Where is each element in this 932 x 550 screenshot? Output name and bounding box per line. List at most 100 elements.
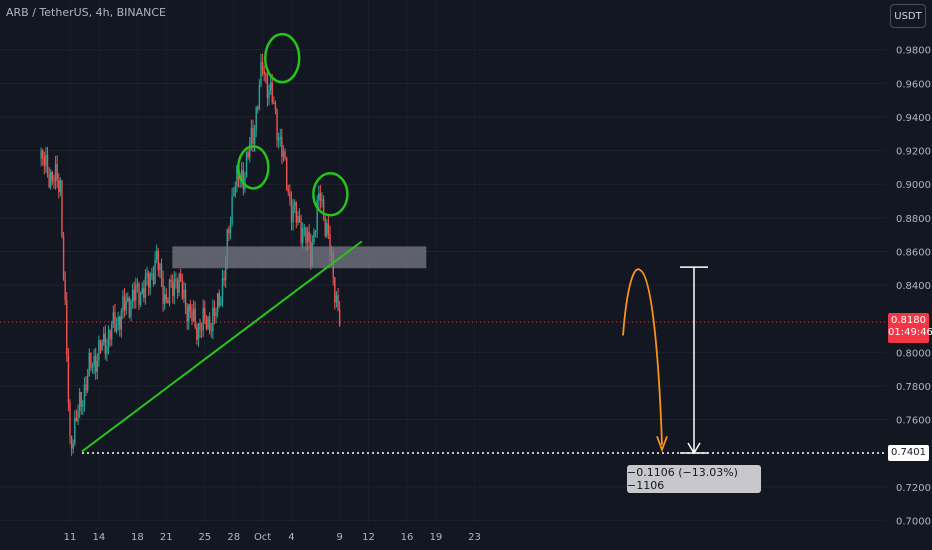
- candle-body: [165, 294, 167, 301]
- candle-body: [77, 411, 79, 421]
- candle-body: [269, 82, 272, 91]
- x-tick-label: 11: [64, 532, 77, 543]
- candle-body: [131, 289, 134, 302]
- candle-body: [196, 327, 198, 340]
- candle-body: [197, 323, 200, 340]
- y-tick-label: 0.9600: [896, 79, 931, 90]
- candle-body: [120, 311, 123, 330]
- candle-body: [268, 90, 270, 99]
- candle-body: [43, 157, 46, 167]
- candle-body: [202, 307, 204, 330]
- candle-body: [99, 340, 102, 351]
- candle-body: [221, 278, 224, 304]
- candle-body: [258, 85, 261, 110]
- candle-body: [276, 109, 278, 141]
- candle-body: [253, 130, 256, 144]
- candle-body: [220, 303, 222, 306]
- candle-body: [274, 102, 277, 110]
- candle-body: [241, 170, 243, 180]
- candle-body: [218, 293, 220, 306]
- candle-body: [59, 180, 62, 192]
- candle-body: [300, 222, 302, 243]
- candle-body: [250, 127, 253, 144]
- candle-body: [199, 323, 201, 330]
- x-tick-label: 16: [401, 532, 414, 543]
- candle-body: [319, 193, 322, 201]
- y-tick-label: 0.8600: [896, 247, 931, 258]
- y-axis: 0.9800 0.9600 0.9400 0.9200 0.9000 0.8800 0.86…: [896, 46, 931, 528]
- candle-body: [53, 179, 55, 182]
- candle-body: [176, 280, 179, 293]
- candle-body: [324, 216, 326, 237]
- candle-body: [263, 71, 265, 75]
- candle-body: [255, 107, 257, 131]
- x-axis: 11 14 18 21 25 28 Oct 4 9 12 16 19 23: [64, 532, 481, 543]
- y-tick-label: 0.7600: [896, 416, 931, 427]
- candle-body: [208, 316, 211, 331]
- candle-body: [61, 180, 63, 237]
- currency-button[interactable]: USDT: [890, 4, 926, 28]
- candle-body: [212, 307, 214, 331]
- candle-body: [149, 274, 151, 288]
- countdown-label: 01:49:46: [888, 327, 932, 338]
- candle-body: [172, 282, 174, 296]
- candle-body: [40, 150, 42, 159]
- candle-body: [194, 308, 196, 328]
- y-tick-label: 0.9800: [896, 46, 931, 57]
- candle-body: [103, 333, 105, 343]
- symbol-title: ARB / TetherUS, 4h, BINANCE: [6, 6, 166, 19]
- y-tick-label: 0.8400: [896, 281, 931, 292]
- x-tick-label: 12: [362, 532, 375, 543]
- candle-body: [157, 250, 159, 271]
- current-price-label: 0.8180: [891, 315, 926, 326]
- candle-body: [191, 311, 193, 321]
- candle-body: [223, 278, 225, 281]
- candle-body: [66, 300, 68, 355]
- candle-body: [138, 283, 140, 305]
- candle-body: [260, 61, 262, 86]
- candle-body: [147, 272, 150, 288]
- candle-body: [329, 234, 331, 255]
- candle-body: [204, 307, 206, 320]
- candle-body: [146, 272, 148, 278]
- candle-body: [127, 297, 129, 302]
- candle-body: [175, 279, 177, 281]
- candle-body: [85, 384, 87, 391]
- x-tick-label: 18: [131, 532, 144, 543]
- candle-body: [326, 223, 328, 237]
- candle-body: [236, 165, 238, 187]
- candle-body: [159, 264, 161, 271]
- candle-body: [189, 304, 192, 312]
- candle-body: [292, 205, 294, 223]
- candle-body: [54, 163, 57, 182]
- candle-body: [42, 150, 44, 158]
- candle-body: [316, 199, 318, 231]
- candle-body: [313, 232, 315, 243]
- y-tick-label: 0.8800: [896, 214, 931, 225]
- x-tick-label: 28: [227, 532, 240, 543]
- candle-body: [277, 138, 280, 141]
- x-tick-label: Oct: [254, 532, 271, 543]
- candle-body: [181, 281, 184, 298]
- candle-body: [170, 279, 172, 283]
- candle-body: [162, 278, 164, 304]
- candle-body: [186, 306, 188, 322]
- candle-body: [279, 136, 281, 139]
- candle-body: [117, 316, 119, 326]
- candle-body: [229, 223, 232, 234]
- candle-body: [213, 307, 216, 316]
- candle-body: [180, 273, 182, 282]
- candle-body: [192, 308, 195, 321]
- candle-body: [200, 329, 203, 331]
- candle-body: [101, 342, 103, 351]
- candle-body: [144, 277, 147, 299]
- y-tick-label: 0.9400: [896, 113, 931, 124]
- candle-body: [136, 283, 139, 286]
- candle-body: [86, 376, 89, 391]
- candle-body: [265, 74, 267, 76]
- candle-body: [308, 231, 310, 242]
- y-tick-label: 0.7000: [896, 516, 931, 527]
- candle-body: [205, 319, 208, 329]
- candle-body: [334, 277, 336, 303]
